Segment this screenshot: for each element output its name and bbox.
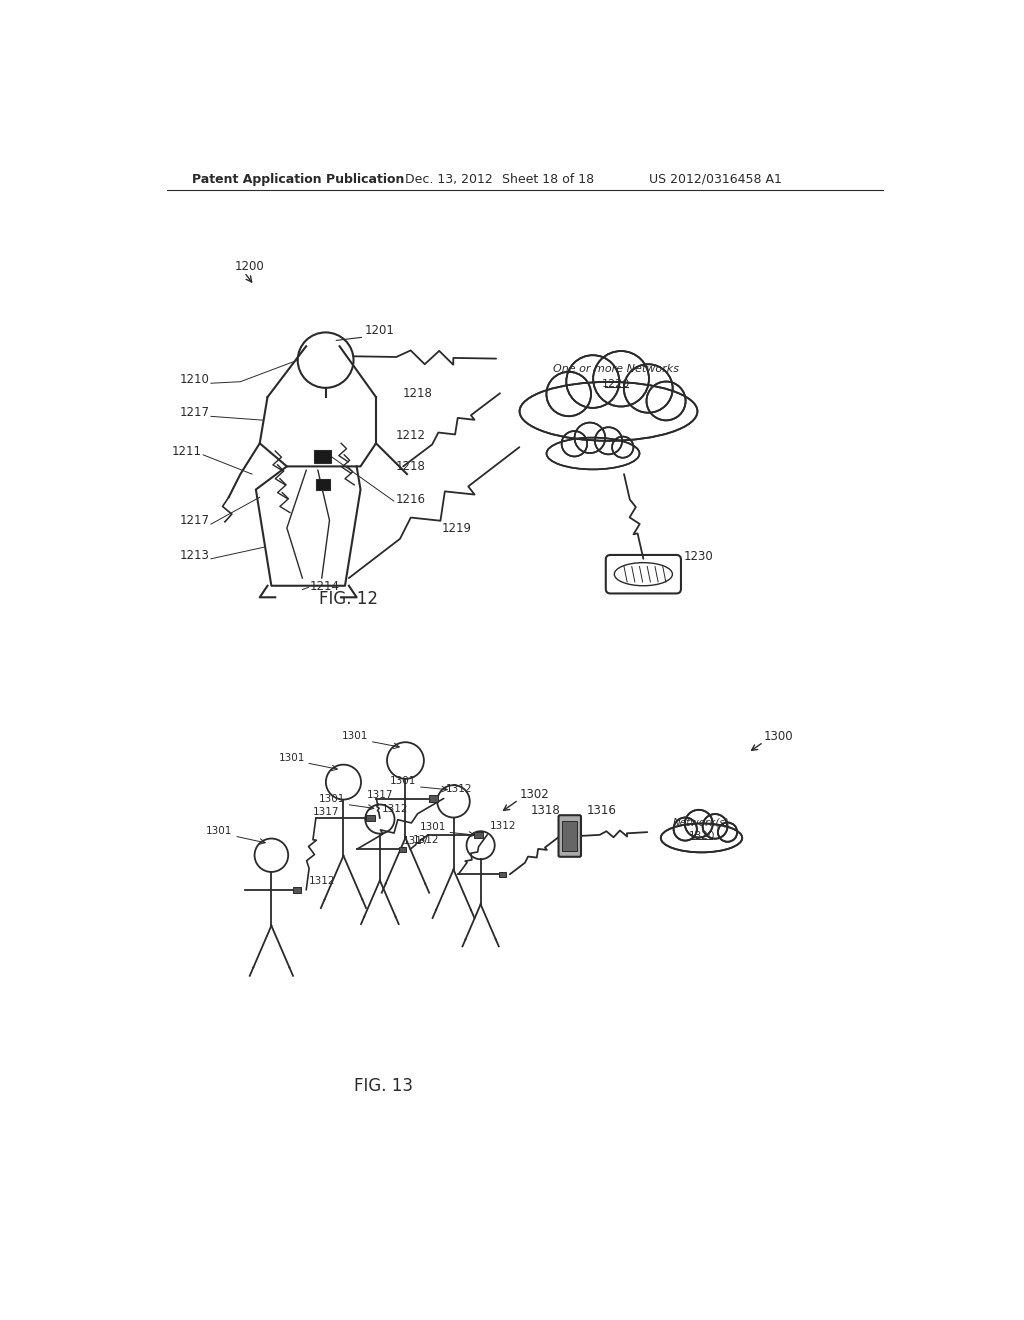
- FancyBboxPatch shape: [366, 816, 375, 821]
- Circle shape: [593, 351, 649, 407]
- Circle shape: [566, 355, 620, 408]
- Text: 1212: 1212: [395, 429, 425, 442]
- Text: 1302: 1302: [519, 788, 549, 800]
- Text: US 2012/0316458 A1: US 2012/0316458 A1: [649, 173, 781, 186]
- Text: 1312: 1312: [446, 784, 472, 795]
- Text: 1320: 1320: [688, 832, 715, 841]
- Ellipse shape: [519, 381, 697, 441]
- FancyBboxPatch shape: [499, 871, 506, 876]
- Text: Network(s): Network(s): [673, 818, 730, 828]
- Text: Patent Application Publication: Patent Application Publication: [191, 173, 403, 186]
- Text: 1220: 1220: [602, 379, 631, 389]
- Circle shape: [574, 422, 605, 453]
- Text: 1217: 1217: [179, 515, 209, 527]
- Text: 1312: 1312: [489, 821, 516, 830]
- FancyBboxPatch shape: [398, 846, 407, 851]
- Ellipse shape: [547, 438, 640, 470]
- FancyBboxPatch shape: [558, 816, 581, 857]
- Text: 1200: 1200: [234, 260, 264, 273]
- Text: Sheet 18 of 18: Sheet 18 of 18: [503, 173, 595, 186]
- Text: 1230: 1230: [684, 550, 714, 564]
- FancyBboxPatch shape: [316, 479, 331, 490]
- Text: One or more Networks: One or more Networks: [553, 363, 679, 374]
- Text: 1211: 1211: [172, 445, 202, 458]
- Text: 1216: 1216: [395, 494, 425, 507]
- Text: 1301: 1301: [206, 826, 232, 836]
- FancyBboxPatch shape: [429, 795, 438, 801]
- FancyBboxPatch shape: [293, 887, 301, 892]
- Text: 1301: 1301: [390, 776, 417, 787]
- Text: FIG. 13: FIG. 13: [354, 1077, 414, 1096]
- FancyBboxPatch shape: [314, 450, 331, 462]
- Circle shape: [646, 381, 686, 420]
- Circle shape: [624, 364, 673, 413]
- Text: 1210: 1210: [179, 374, 209, 387]
- Circle shape: [595, 428, 623, 454]
- Text: Dec. 13, 2012: Dec. 13, 2012: [406, 173, 494, 186]
- FancyBboxPatch shape: [474, 832, 482, 838]
- Text: 1312: 1312: [382, 804, 409, 814]
- Text: 1312: 1312: [308, 875, 335, 886]
- Ellipse shape: [660, 824, 742, 853]
- Text: 1301: 1301: [279, 752, 305, 763]
- Circle shape: [702, 814, 727, 838]
- Circle shape: [547, 372, 591, 416]
- Circle shape: [718, 822, 737, 842]
- Text: 1317: 1317: [367, 789, 393, 800]
- Text: 1218: 1218: [395, 461, 425, 474]
- Text: 1301: 1301: [318, 795, 345, 804]
- Text: 1213: 1213: [179, 549, 209, 562]
- Text: 1217: 1217: [179, 407, 209, 420]
- Circle shape: [612, 437, 634, 458]
- Circle shape: [674, 817, 697, 841]
- Text: 1317: 1317: [312, 808, 339, 817]
- Text: 1300: 1300: [764, 730, 794, 743]
- Text: 1312: 1312: [413, 836, 439, 845]
- Text: 1301: 1301: [342, 731, 369, 741]
- Text: 1218: 1218: [403, 387, 433, 400]
- Text: 1301: 1301: [420, 822, 445, 832]
- FancyBboxPatch shape: [562, 821, 578, 851]
- Circle shape: [561, 432, 587, 457]
- Text: FIG. 12: FIG. 12: [319, 590, 379, 607]
- Text: 1318: 1318: [531, 804, 561, 817]
- Text: 1201: 1201: [365, 323, 394, 337]
- Text: 1214: 1214: [310, 579, 340, 593]
- Text: 1316: 1316: [587, 804, 616, 817]
- Text: 1219: 1219: [442, 521, 472, 535]
- Text: 1317: 1317: [403, 836, 430, 846]
- Circle shape: [685, 810, 713, 838]
